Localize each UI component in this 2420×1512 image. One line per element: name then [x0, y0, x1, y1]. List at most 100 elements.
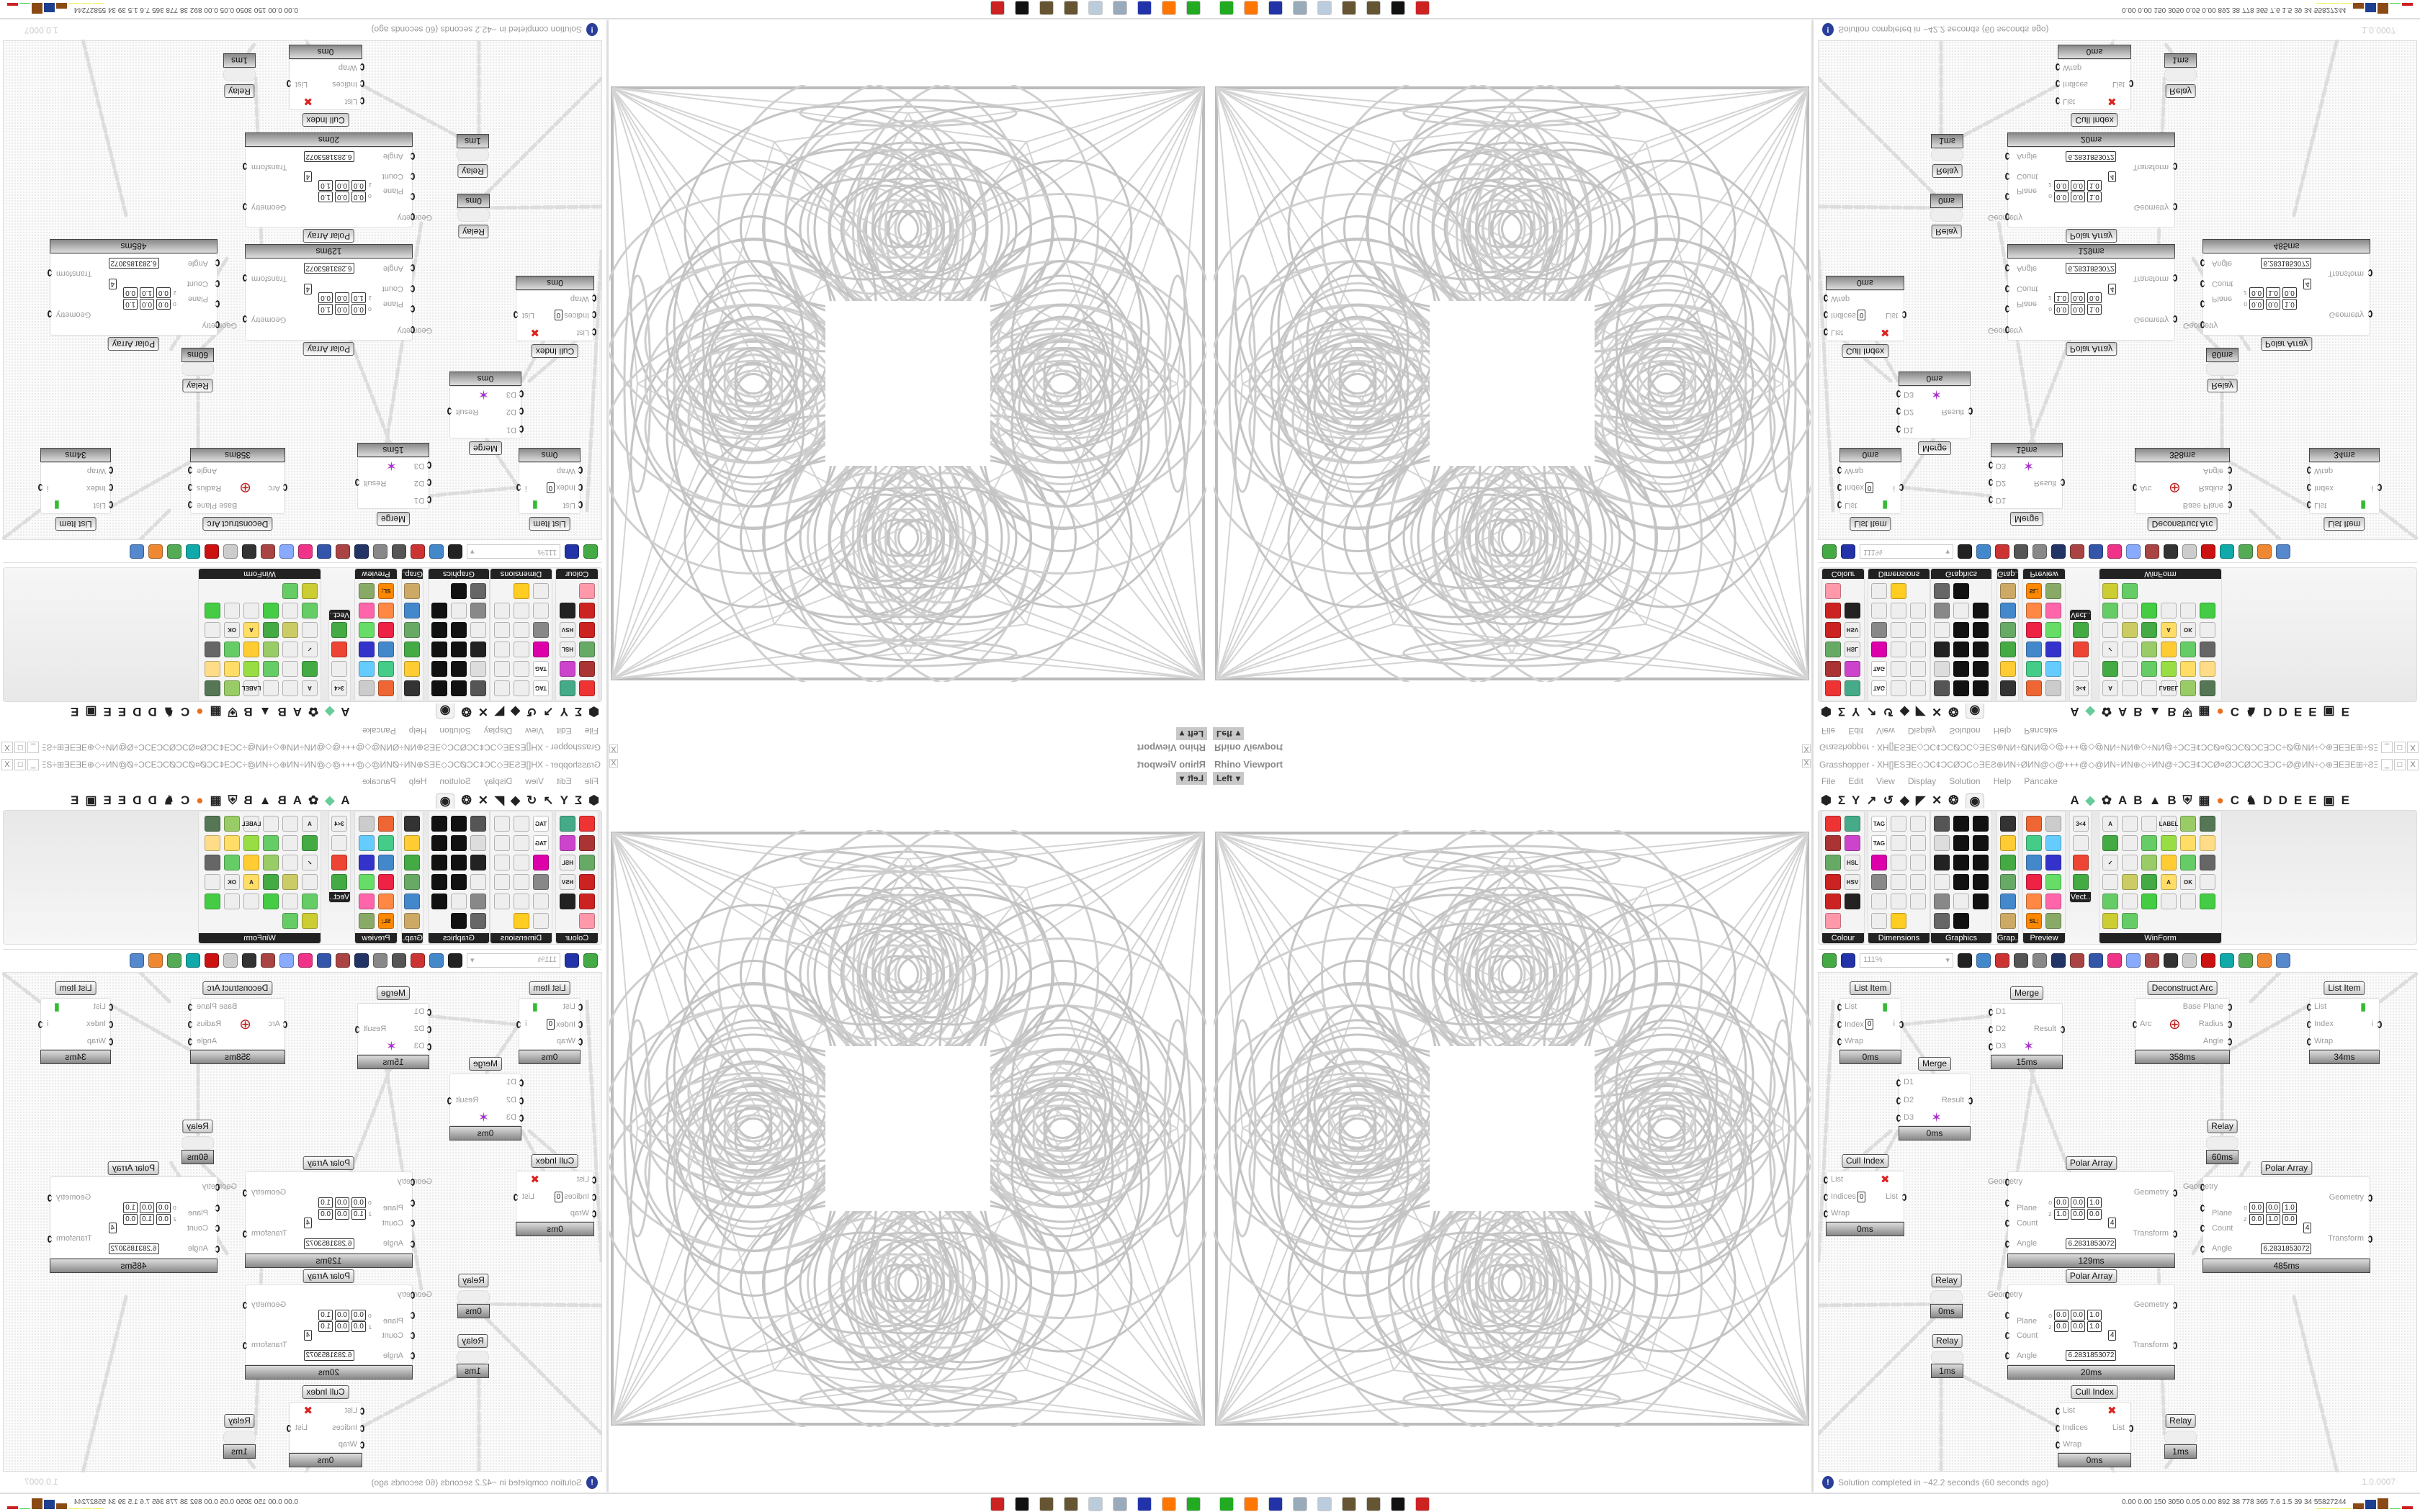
component-icon[interactable] [2045, 642, 2061, 657]
input-d3[interactable]: D3 [1996, 461, 2006, 471]
input-d1[interactable]: D1 [1904, 425, 1914, 435]
save-icon[interactable] [1841, 544, 1855, 559]
tab-letter-E-icon[interactable]: E [2341, 705, 2349, 719]
component-icon[interactable]: SL; [378, 913, 394, 929]
component-icon[interactable] [1891, 583, 1906, 599]
plane-value[interactable]: 0.0 [2249, 1213, 2264, 1225]
component-icon[interactable] [378, 874, 394, 890]
tab-leaf-icon[interactable]: ◆ [2085, 705, 2095, 719]
component-body[interactable] [182, 1136, 214, 1150]
output-i[interactable]: i [525, 484, 527, 492]
input-grip[interactable] [215, 320, 220, 328]
input-d3[interactable]: D3 [414, 1041, 424, 1051]
tab-transform-icon[interactable]: ❂ [461, 793, 472, 807]
input-d1[interactable]: D1 [414, 1007, 424, 1017]
component-icon[interactable] [470, 642, 486, 657]
input-d3[interactable]: D3 [1904, 390, 1914, 400]
component-icon[interactable] [378, 816, 394, 832]
close-button[interactable]: X [1, 742, 13, 753]
component-icon[interactable] [2045, 894, 2061, 909]
component-icon[interactable] [494, 874, 510, 890]
tab-letter-B-icon[interactable]: B [2167, 793, 2177, 807]
teal-shape-icon[interactable] [186, 544, 200, 559]
component-icon[interactable] [1953, 835, 1969, 851]
input-wrap[interactable]: Wrap [557, 1036, 575, 1046]
component-title[interactable]: Polar Array [302, 1269, 355, 1283]
component-title[interactable]: List Item [55, 981, 97, 995]
component-icon[interactable] [431, 622, 447, 638]
component-icon[interactable] [431, 642, 447, 657]
component-icon[interactable]: ✓ [302, 642, 318, 657]
input-grip[interactable] [411, 1292, 415, 1299]
image-icon[interactable] [336, 953, 350, 968]
input-wrap[interactable]: Wrap [570, 294, 589, 304]
component-title[interactable]: Merge [2009, 512, 2044, 526]
input-list[interactable]: List [345, 1405, 357, 1416]
blue-ball-icon[interactable] [2276, 544, 2290, 559]
tab-letter-E-icon[interactable]: E [2341, 793, 2349, 807]
input-list[interactable]: List [2314, 500, 2326, 510]
input-grip[interactable] [2056, 97, 2060, 105]
menu-pancake[interactable]: Pancake [2024, 776, 2058, 786]
viewport-close-button[interactable]: X [609, 759, 618, 768]
output-grip[interactable] [1968, 1097, 1973, 1104]
component-icon[interactable] [1891, 894, 1906, 909]
component-icon[interactable] [1934, 642, 1950, 657]
sketch-pen-icon[interactable] [1995, 953, 2009, 968]
port-value[interactable]: 4 [303, 283, 313, 294]
component-icon[interactable]: HSV [560, 874, 575, 890]
component-icon[interactable] [1845, 661, 1860, 677]
component-title[interactable]: Cull Index [2071, 1385, 2118, 1399]
menu-solution[interactable]: Solution [439, 726, 471, 736]
menu-solution[interactable]: Solution [1949, 726, 1981, 736]
component-icon[interactable] [533, 583, 549, 599]
tab-curve-icon[interactable]: ↺ [1883, 793, 1894, 807]
plane-value[interactable]: 1.0 [318, 192, 333, 202]
tab-mesh-icon[interactable]: ◤ [1915, 705, 1926, 719]
output-i[interactable]: i [47, 484, 49, 492]
component-icon[interactable] [2026, 835, 2042, 851]
input-grip[interactable] [411, 173, 415, 180]
input-d2[interactable]: D2 [1996, 1024, 2006, 1034]
port-value[interactable]: 4 [108, 278, 117, 289]
zoom-extents-icon[interactable] [1958, 953, 1972, 968]
component-title[interactable]: Relay [2207, 1120, 2238, 1133]
component-body[interactable] [2206, 1136, 2238, 1150]
component-body[interactable]: Geometry Plane o 0.0 0.0 1.0 z 0.0 0.0 1.0 Count 4 A… [243, 147, 432, 228]
input-grip[interactable] [2005, 1220, 2009, 1228]
input-grip[interactable] [1824, 1176, 1828, 1184]
tab-arrow-icon[interactable]: ↗ [543, 793, 554, 807]
grasshopper-canvas[interactable]: List Item List Index 0 Wrap i ▮ 0ms Merge D1 D2 D3 R… [2, 40, 602, 540]
output-grip[interactable] [2173, 1189, 2177, 1197]
input-grip[interactable] [592, 1193, 596, 1201]
component-icon[interactable] [378, 680, 394, 696]
component-icon[interactable] [263, 680, 279, 696]
port-value[interactable]: 6.2831853072 [303, 151, 354, 162]
panel-label[interactable]: Vect.. [2070, 892, 2091, 902]
component-icon[interactable] [2122, 642, 2138, 657]
component-icon[interactable] [282, 622, 298, 638]
component-icon[interactable] [282, 855, 298, 870]
component-body[interactable]: List Index 0 Wrap i ▮ [516, 998, 583, 1050]
component-icon[interactable] [331, 622, 347, 638]
input-angle[interactable]: Angle 6.2831853072 [303, 1350, 408, 1361]
input-grip[interactable] [519, 1097, 524, 1104]
input-list[interactable]: List [94, 1002, 106, 1012]
taskbar-scroll-icon[interactable] [1113, 1, 1127, 15]
component-icon[interactable]: HSV [560, 622, 575, 638]
tab-y-fork-icon[interactable]: Y [560, 705, 568, 719]
input-indices[interactable]: Indices [332, 1423, 357, 1433]
viewport-close-button[interactable]: X [1802, 759, 1811, 768]
save-icon[interactable] [565, 544, 579, 559]
output-geometry[interactable]: Geometry [2133, 315, 2169, 325]
component-title[interactable]: Deconstruct Arc [202, 517, 273, 531]
component-icon[interactable] [2141, 874, 2157, 890]
input-d2[interactable]: D2 [506, 1095, 516, 1105]
output-angle[interactable]: Angle [197, 1037, 218, 1045]
plane-value[interactable]: 0.0 [2054, 192, 2069, 202]
panel-label[interactable]: Preview [2023, 933, 2065, 943]
input-index[interactable]: Index [86, 483, 106, 493]
component-body[interactable] [457, 148, 489, 161]
component-icon[interactable] [1973, 622, 1989, 638]
taskbar-scroll-icon[interactable] [1293, 1, 1307, 15]
